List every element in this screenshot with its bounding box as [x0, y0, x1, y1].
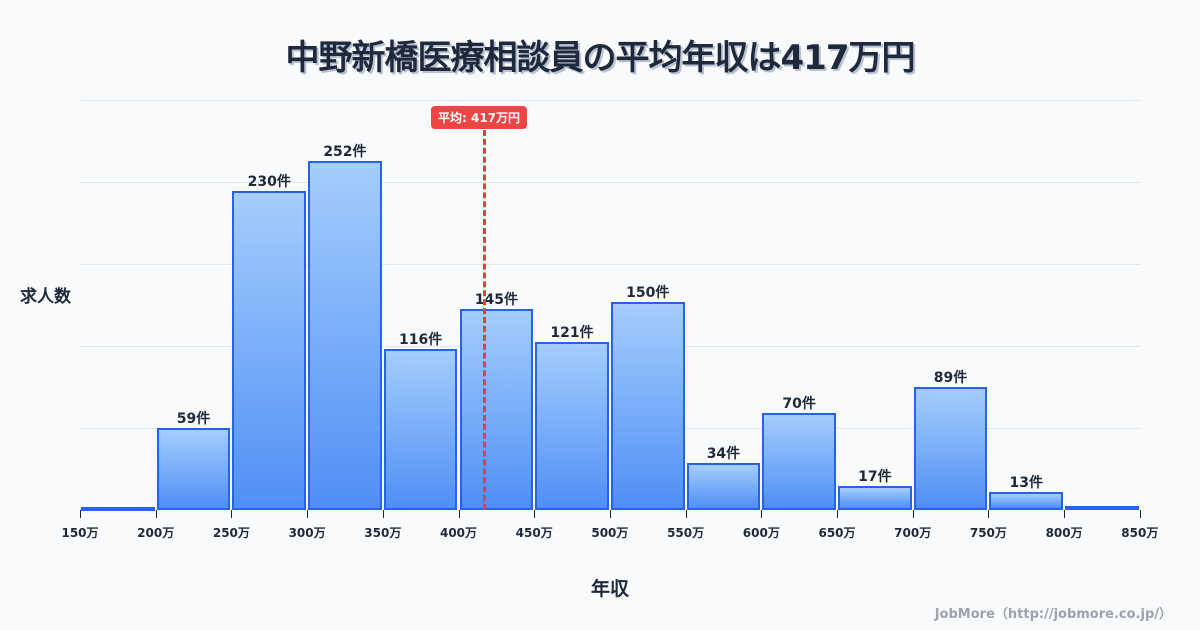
x-tick	[1139, 510, 1141, 518]
bar-value-label: 70件	[782, 396, 816, 413]
gridline	[80, 346, 1140, 347]
histogram-bar	[762, 413, 836, 510]
x-tick-label: 150万	[61, 526, 99, 540]
x-tick-label: 550万	[667, 526, 705, 540]
gridline	[80, 100, 1140, 101]
x-tick	[837, 510, 838, 518]
bar-value-label: 121件	[550, 325, 594, 342]
histogram-bar	[232, 191, 307, 510]
histogram-bar	[686, 462, 761, 510]
x-tick-label: 850万	[1121, 526, 1159, 540]
bar-value-label: 145件	[474, 292, 518, 309]
x-axis-label: 年収	[590, 578, 629, 600]
gridline	[80, 264, 1140, 265]
x-tick-label: 600万	[742, 526, 780, 540]
source-credit: JobMore（http://jobmore.co.jp/）	[934, 607, 1172, 622]
histogram-bar	[535, 342, 609, 510]
histogram-bar	[156, 428, 231, 510]
bar-value-label: 150件	[626, 285, 670, 302]
histogram-bar	[383, 349, 458, 510]
histogram-bar	[459, 309, 534, 510]
bar-value-label: 59件	[176, 411, 211, 428]
mean-badge: 平均: 417万円	[431, 106, 528, 129]
bar-value-label: 13件	[1009, 474, 1043, 491]
bar-value-label: 17件	[858, 469, 892, 486]
x-tick	[307, 510, 309, 518]
x-tick	[458, 510, 460, 518]
x-tick-label: 500万	[591, 526, 629, 540]
histogram-bar	[610, 302, 685, 510]
x-tick-label: 250万	[212, 526, 250, 540]
x-tick-label: 650万	[818, 526, 856, 540]
gridline	[80, 428, 1140, 429]
x-tick	[912, 510, 914, 518]
x-tick-label: 350万	[364, 526, 402, 540]
x-tick	[609, 510, 611, 518]
x-tick	[988, 510, 990, 518]
histogram-bar	[989, 491, 1064, 510]
x-tick-label: 450万	[515, 526, 553, 540]
x-tick	[155, 510, 157, 518]
histogram-bar	[81, 507, 155, 511]
histogram-bar	[1065, 505, 1139, 510]
x-tick	[685, 510, 687, 518]
chart-title: 中野新橋医療相談員の平均年収は417万円	[285, 38, 916, 78]
x-tick-label: 750万	[969, 526, 1007, 540]
y-axis-label: 求人数	[20, 287, 71, 307]
x-tick	[80, 510, 81, 518]
x-tick	[534, 510, 536, 518]
bar-value-label: 230件	[247, 174, 291, 191]
x-tick	[761, 510, 763, 518]
bar-value-label: 252件	[323, 143, 367, 160]
x-tick	[231, 510, 233, 518]
x-tick	[1064, 510, 1066, 518]
histogram-bar	[913, 386, 988, 510]
histogram-bar	[838, 486, 912, 510]
x-tick-label: 300万	[288, 526, 326, 540]
x-tick-label: 800万	[1045, 526, 1083, 540]
x-tick-label: 400万	[439, 526, 478, 540]
bar-value-label: 116件	[399, 332, 443, 349]
x-tick	[382, 510, 384, 518]
mean-line	[483, 130, 486, 510]
bar-value-label: 34件	[706, 445, 741, 462]
x-tick-label: 700万	[894, 526, 932, 540]
x-tick-label: 200万	[137, 526, 175, 540]
bar-value-label: 89件	[933, 369, 968, 386]
histogram-bar	[308, 160, 382, 510]
gridline	[80, 182, 1140, 183]
